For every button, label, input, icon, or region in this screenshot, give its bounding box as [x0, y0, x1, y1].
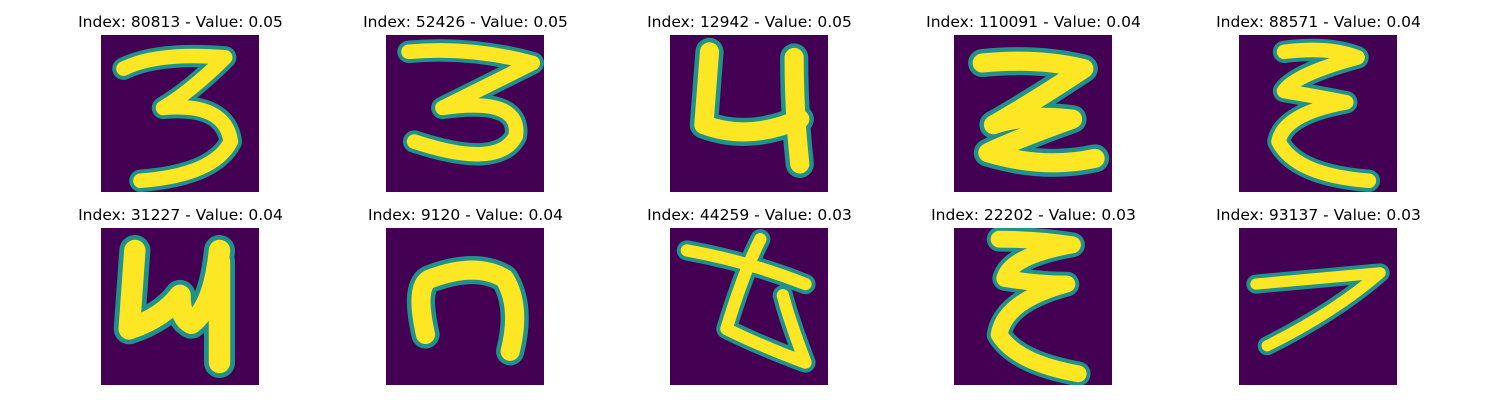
- digit-image: [954, 35, 1112, 192]
- panel-title: Index: 44259 - Value: 0.03: [647, 206, 852, 224]
- panel-title: Index: 12942 - Value: 0.05: [647, 13, 852, 31]
- panel-title: Index: 9120 - Value: 0.04: [368, 206, 563, 224]
- panel-title: Index: 88571 - Value: 0.04: [1216, 13, 1421, 31]
- panel-title: Index: 93137 - Value: 0.03: [1216, 206, 1421, 224]
- digit-image: [670, 228, 828, 385]
- panel-title: Index: 52426 - Value: 0.05: [363, 13, 568, 31]
- digit-image: [1239, 228, 1397, 385]
- digit-image: [670, 35, 828, 192]
- panel-title: Index: 110091 - Value: 0.04: [926, 13, 1141, 31]
- digit-image: [386, 228, 544, 385]
- panel-title: Index: 22202 - Value: 0.03: [931, 206, 1136, 224]
- digit-image: [101, 35, 259, 192]
- digit-image: [386, 35, 544, 192]
- digit-image: [101, 228, 259, 385]
- digit-image: [954, 228, 1112, 385]
- panel-title: Index: 80813 - Value: 0.05: [78, 13, 283, 31]
- digit-image: [1239, 35, 1397, 192]
- panel-title: Index: 31227 - Value: 0.04: [78, 206, 283, 224]
